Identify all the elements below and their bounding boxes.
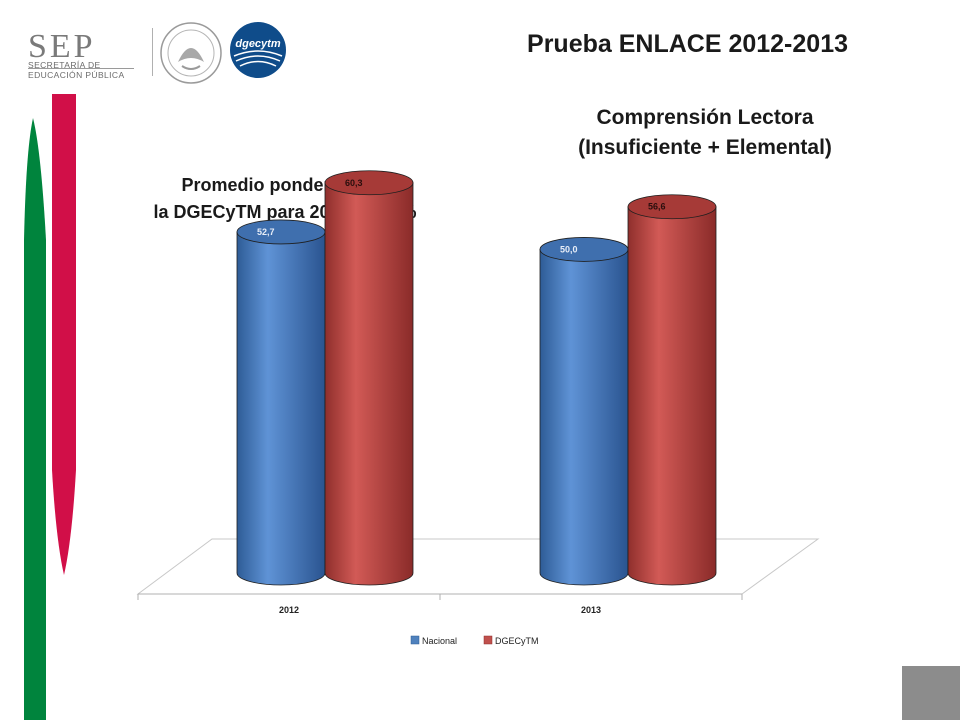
bar-top-dgecytm-2012 bbox=[324, 170, 414, 196]
data-label-dgecytm-2013: 56,6 bbox=[648, 202, 666, 212]
bar-nacional-2013: 50,0 bbox=[539, 237, 629, 586]
data-label-nacional-2013: 50,0 bbox=[560, 244, 578, 254]
logo-divider bbox=[152, 28, 153, 76]
sep-subtext-line1: SECRETARÍA DE bbox=[28, 60, 101, 70]
dgecytm-logo-icon: dgecytm bbox=[230, 22, 286, 78]
subtitle-line1: Comprensión Lectora bbox=[596, 106, 814, 129]
bar-top-nacional-2012 bbox=[236, 219, 326, 245]
chart-subtitle: Comprensión Lectora (Insuficiente + Elem… bbox=[520, 103, 890, 163]
corner-gray-block bbox=[902, 666, 960, 720]
legend-label-dgecytm: DGECyTM bbox=[495, 636, 539, 646]
data-label-dgecytm-2012: 60,3 bbox=[345, 178, 363, 188]
mexico-seal-icon bbox=[160, 22, 222, 84]
bar-body-nacional-2013 bbox=[539, 249, 629, 586]
legend-swatch-dgecytm bbox=[483, 635, 493, 645]
x-tick-label-2012: 2012 bbox=[279, 605, 299, 615]
x-tick-label-2013: 2013 bbox=[581, 605, 601, 615]
subtitle-line2: (Insuficiente + Elemental) bbox=[578, 136, 832, 159]
data-label-nacional-2012: 52,7 bbox=[257, 227, 275, 237]
bar-body-dgecytm-2012 bbox=[324, 182, 414, 586]
sep-logo-line bbox=[28, 68, 134, 69]
page-title: Prueba ENLACE 2012-2013 bbox=[527, 30, 848, 58]
legend: Nacional DGECyTM bbox=[410, 635, 539, 646]
bars-layer: 52,7 60,3 50,0 56,6 bbox=[236, 170, 717, 586]
green-stripe bbox=[24, 118, 46, 720]
dgecytm-logo-text: dgecytm bbox=[235, 38, 280, 50]
bar-body-nacional-2012 bbox=[236, 231, 326, 586]
sep-logo-subtext: SECRETARÍA DE EDUCACIÓN PÚBLICA bbox=[28, 60, 125, 80]
bar-nacional-2012: 52,7 bbox=[236, 219, 326, 586]
bar-top-nacional-2013 bbox=[539, 237, 629, 262]
red-stripe bbox=[52, 94, 76, 575]
sep-logo-text: SEP bbox=[28, 28, 96, 65]
bar-dgecytm-2012: 60,3 bbox=[324, 170, 414, 586]
bar-body-dgecytm-2013 bbox=[627, 206, 717, 586]
bar-top-dgecytm-2013 bbox=[627, 194, 717, 220]
legend-swatch-nacional bbox=[410, 635, 420, 645]
logo-area: SEP SECRETARÍA DE EDUCACIÓN PÚBLICA dgec… bbox=[0, 0, 320, 100]
sep-subtext-line2: EDUCACIÓN PÚBLICA bbox=[28, 70, 125, 80]
legend-label-nacional: Nacional bbox=[422, 636, 457, 646]
bar-dgecytm-2013: 56,6 bbox=[627, 194, 717, 586]
